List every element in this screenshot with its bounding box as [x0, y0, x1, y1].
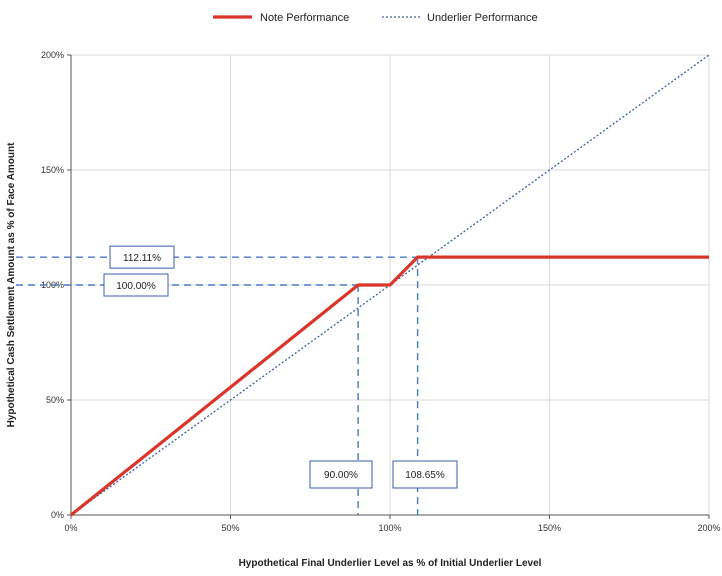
y-tick-label: 150% [41, 165, 64, 175]
annotation-label: 100.00% [116, 281, 156, 292]
x-tick-label: 50% [221, 523, 239, 533]
x-tick-label: 100% [378, 523, 401, 533]
legend-label-note-performance: Note Performance [260, 12, 349, 24]
annotation-box [109, 245, 175, 269]
annotation-label: 90.00% [324, 470, 358, 481]
x-tick-label: 200% [697, 523, 720, 533]
x-tick-label: 150% [538, 523, 561, 533]
annotation-box [103, 273, 169, 297]
x-tick-label: 0% [64, 523, 77, 533]
annotation-label: 108.65% [405, 470, 445, 481]
legend-label-underlier-performance: Underlier Performance [427, 12, 538, 24]
y-tick-label: 50% [46, 395, 64, 405]
annotation-box [392, 460, 458, 489]
y-tick-label: 200% [41, 50, 64, 60]
annotation-label: 112.11% [123, 253, 161, 264]
x-axis-title: Hypothetical Final Underlier Level as % … [239, 558, 542, 569]
annotation-box [309, 460, 373, 489]
gridlines [71, 54, 710, 515]
y-axis-title: Hypothetical Cash Settlement Amount as %… [6, 142, 17, 428]
series-layer [69, 54, 710, 517]
annotations: 112.11% 100.00% 90.00% 108.65% [16, 245, 458, 515]
series-line-note-performance [69, 255, 709, 517]
y-tick-label: 0% [51, 510, 64, 520]
legend: Note Performance Underlier Performance [213, 12, 538, 24]
